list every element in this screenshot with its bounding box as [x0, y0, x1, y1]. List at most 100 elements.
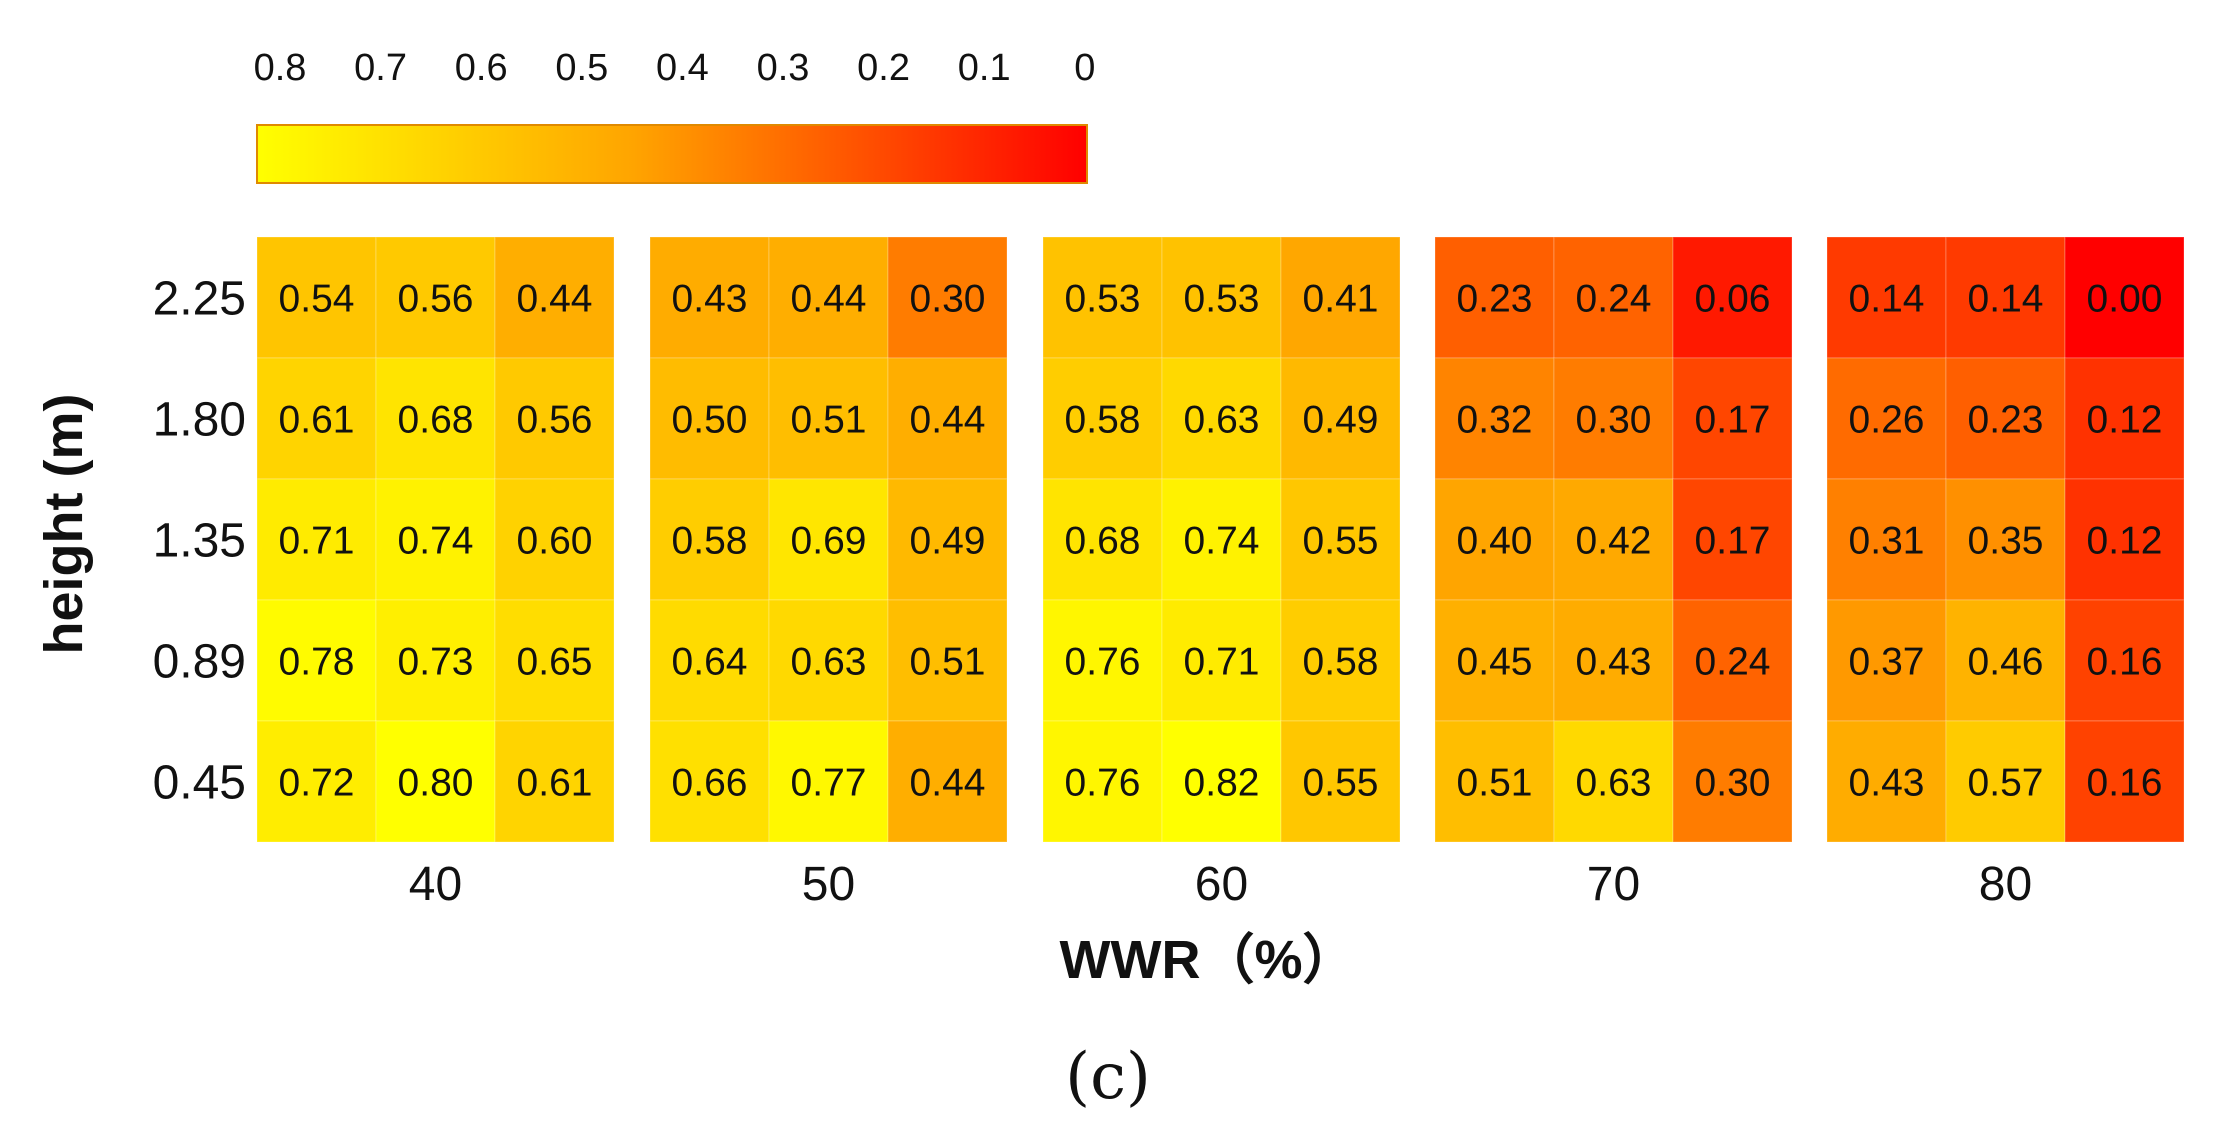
cell-value-label: 0.17	[1695, 520, 1771, 563]
heatmap-cell	[1672, 599, 1793, 722]
cell-value-label: 0.72	[279, 762, 355, 805]
colorbar-tick-label: 0.4	[656, 47, 709, 89]
cell-value-label: 0.43	[1576, 641, 1652, 684]
cell-value-label: 0.57	[1968, 762, 2044, 805]
cell-value-label: 0.82	[1184, 762, 1260, 805]
cell-value-label: 0.76	[1065, 641, 1141, 684]
heatmap-cell	[1042, 599, 1163, 722]
cell-value-label: 0.61	[517, 762, 593, 805]
cell-value-label: 0.35	[1968, 520, 2044, 563]
heatmap-cell	[768, 478, 889, 601]
x-tick-label: 80	[1979, 858, 2032, 911]
x-tick-label: 60	[1195, 858, 1248, 911]
cell-value-label: 0.46	[1968, 641, 2044, 684]
colorbar-tick-label: 0.2	[857, 47, 910, 89]
heatmap-cell	[768, 357, 889, 480]
figure-caption: (c)	[1065, 1040, 1151, 1114]
cell-value-label: 0.42	[1576, 520, 1652, 563]
cell-value-label: 0.49	[910, 520, 986, 563]
cell-value-label: 0.49	[1303, 399, 1379, 442]
heatmap-cell	[1434, 357, 1555, 480]
heatmap-cell	[1826, 720, 1947, 843]
colorbar-tick-label: 0.5	[555, 47, 608, 89]
cell-value-label: 0.58	[1065, 399, 1141, 442]
heatmap-cell	[1280, 720, 1401, 843]
heatmap-cell	[256, 599, 377, 722]
colorbar-tick-label: 0.1	[958, 47, 1011, 89]
heatmap-cell	[1826, 599, 1947, 722]
cell-value-label: 0.51	[910, 641, 986, 684]
cell-value-label: 0.64	[672, 641, 748, 684]
cell-value-label: 0.63	[791, 641, 867, 684]
cell-value-label: 0.37	[1849, 641, 1925, 684]
heatmap-cell	[887, 599, 1008, 722]
heatmap-cell	[887, 357, 1008, 480]
cell-value-label: 0.30	[1695, 762, 1771, 805]
cell-value-label: 0.14	[1849, 278, 1925, 321]
heatmap-cell	[1672, 357, 1793, 480]
heatmap-cell	[2064, 720, 2185, 843]
cell-value-label: 0.23	[1968, 399, 2044, 442]
x-axis-title: WWR（%）	[1060, 930, 1357, 990]
cell-value-label: 0.43	[1849, 762, 1925, 805]
cell-value-label: 0.80	[398, 762, 474, 805]
colorbar-tick-label: 0.3	[757, 47, 810, 89]
cell-value-label: 0.66	[672, 762, 748, 805]
cell-value-label: 0.73	[398, 641, 474, 684]
cell-value-label: 0.78	[279, 641, 355, 684]
cell-value-label: 0.43	[672, 278, 748, 321]
heatmap-cell	[1672, 478, 1793, 601]
heatmap-cell	[375, 478, 496, 601]
cell-value-label: 0.63	[1576, 762, 1652, 805]
heatmap-cell	[649, 599, 770, 722]
cell-value-label: 0.45	[1457, 641, 1533, 684]
heatmap-cell	[1945, 236, 2066, 359]
heatmap-cell	[1280, 357, 1401, 480]
cell-value-label: 0.24	[1695, 641, 1771, 684]
cell-value-label: 0.76	[1065, 762, 1141, 805]
cell-value-label: 0.30	[910, 278, 986, 321]
cell-value-label: 0.44	[910, 762, 986, 805]
cell-value-label: 0.55	[1303, 762, 1379, 805]
heatmap-cell	[1672, 720, 1793, 843]
cell-value-label: 0.51	[791, 399, 867, 442]
cell-value-label: 0.71	[1184, 641, 1260, 684]
cell-value-label: 0.31	[1849, 520, 1925, 563]
cell-value-label: 0.00	[2087, 278, 2163, 321]
cell-value-label: 0.61	[279, 399, 355, 442]
heatmap-cell	[1945, 599, 2066, 722]
y-tick-label: 1.80	[153, 394, 246, 447]
heatmap-cell	[256, 236, 377, 359]
cell-value-label: 0.16	[2087, 641, 2163, 684]
cell-value-label: 0.44	[517, 278, 593, 321]
x-tick-label: 40	[409, 858, 462, 911]
heatmap-cell	[1280, 599, 1401, 722]
y-axis-ticks: 2.25 1.80 1.35 0.89 0.45	[153, 273, 246, 810]
cell-value-label: 0.53	[1065, 278, 1141, 321]
heatmap-cell	[1042, 720, 1163, 843]
heatmap-cell	[1042, 478, 1163, 601]
heatmap-cell	[494, 720, 615, 843]
cell-value-label: 0.77	[791, 762, 867, 805]
cell-value-label: 0.23	[1457, 278, 1533, 321]
heatmap-cell	[2064, 357, 2185, 480]
cell-value-label: 0.17	[1695, 399, 1771, 442]
heatmap-cell	[887, 478, 1008, 601]
cell-value-label: 0.58	[1303, 641, 1379, 684]
colorbar-gradient	[256, 124, 1088, 184]
cell-value-label: 0.06	[1695, 278, 1771, 321]
cell-value-label: 0.71	[279, 520, 355, 563]
heatmap-cell	[1553, 599, 1674, 722]
cell-value-label: 0.63	[1184, 399, 1260, 442]
heatmap-cell	[1672, 236, 1793, 359]
cell-value-label: 0.74	[1184, 520, 1260, 563]
cell-value-label: 0.68	[398, 399, 474, 442]
y-tick-label: 0.89	[153, 636, 246, 689]
heatmap-cell	[1434, 599, 1555, 722]
heatmap-cell	[768, 720, 889, 843]
cell-value-label: 0.32	[1457, 399, 1533, 442]
colorbar-tick-label: 0.8	[254, 47, 307, 89]
colorbar: 0.8 0.7 0.6 0.5 0.4 0.3 0.2 0.1 0	[254, 47, 1095, 184]
